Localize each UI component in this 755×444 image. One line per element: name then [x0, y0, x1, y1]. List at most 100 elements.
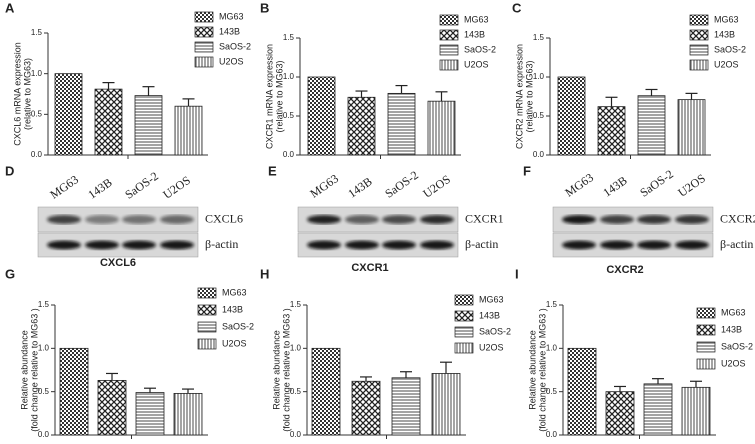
bar — [97, 379, 127, 436]
lane-label: U2OS — [160, 173, 193, 202]
bar — [637, 95, 666, 156]
bar — [173, 392, 203, 436]
bar — [135, 392, 165, 436]
legend-swatch — [689, 14, 709, 26]
lane-label: U2OS — [420, 172, 453, 201]
legend-swatch — [454, 294, 474, 306]
chart-title: CXCR2 — [606, 264, 643, 276]
panel-letter: B — [260, 0, 269, 15]
legend-swatch — [439, 29, 459, 41]
lane-label: 143B — [345, 174, 374, 200]
lane-label: MG63 — [47, 172, 81, 201]
lane-label: SaOS-2 — [637, 167, 676, 200]
legend-label: MG63 — [479, 294, 504, 304]
y-tick-label: 1.5 — [38, 300, 50, 309]
legend-label: 143B — [219, 26, 240, 36]
y-tick-label: 0.5 — [533, 111, 545, 120]
panel-letter: E — [268, 163, 277, 178]
band-label: CXCL6 — [205, 211, 243, 225]
band-label: CXCR2 — [720, 211, 755, 225]
y-tick-label: 0.5 — [38, 387, 50, 396]
legend-label: 143B — [479, 310, 500, 320]
error-bar — [690, 380, 702, 388]
y-tick-label: 1.5 — [290, 300, 302, 309]
error-bar — [605, 96, 618, 107]
y-tick-label: 0.0 — [31, 150, 43, 159]
y-axis-label: CXCR1 mRNA expression — [264, 44, 274, 149]
lane-label: 143B — [600, 173, 629, 199]
blot-band — [600, 215, 634, 224]
blot-band — [122, 240, 156, 250]
legend-swatch — [197, 304, 217, 316]
legend-swatch — [696, 358, 716, 370]
blot-band — [85, 240, 119, 250]
bar — [427, 100, 456, 156]
error-bar — [144, 387, 156, 393]
legend-label: U2OS — [721, 358, 746, 368]
legend-swatch — [194, 41, 214, 53]
legend-swatch — [194, 26, 214, 38]
blot-band — [47, 240, 81, 250]
blot-band — [307, 240, 341, 250]
bar — [567, 347, 597, 436]
bar — [387, 92, 416, 156]
y-axis-label: (fold change relative to MG63 ) — [29, 308, 39, 432]
y-axis-label: (fold change relative to MG63 ) — [537, 308, 547, 432]
lane-label: 143B — [85, 175, 114, 201]
error-bar — [685, 92, 698, 100]
legend-label: U2OS — [479, 342, 504, 352]
blot-band — [637, 215, 671, 224]
error-bar — [645, 88, 658, 96]
chart-title: CXCR1 — [351, 262, 388, 274]
bar — [307, 76, 336, 156]
legend-swatch — [197, 287, 217, 299]
y-tick-label: 1.0 — [546, 343, 558, 352]
blot-band — [600, 240, 634, 250]
legend-swatch — [689, 59, 709, 71]
y-tick-label: 1.5 — [31, 28, 43, 37]
panel-letter: D — [5, 163, 14, 178]
chart-title: CXCL6 — [100, 257, 136, 269]
legend-label: SaOS-2 — [714, 44, 746, 54]
blot-band — [420, 215, 454, 224]
band-label: β-actin — [205, 237, 238, 251]
legend-label: MG63 — [464, 14, 489, 24]
error-bar — [395, 84, 408, 94]
legend-swatch — [696, 324, 716, 336]
blot-band — [675, 215, 709, 224]
blot-band — [562, 215, 596, 224]
blot-band — [675, 240, 709, 250]
blot-band — [307, 215, 341, 224]
y-tick-label: 0.5 — [31, 109, 43, 118]
legend-swatch — [454, 310, 474, 322]
bar — [677, 99, 706, 156]
legend-label: U2OS — [714, 59, 739, 69]
error-bar — [355, 90, 368, 98]
y-tick-label: 0.0 — [290, 430, 302, 439]
error-bar — [614, 385, 626, 392]
panel-letter: I — [515, 266, 519, 281]
bar — [347, 96, 376, 156]
legend-swatch — [439, 14, 459, 26]
y-axis-label: (relative to MG63) — [22, 58, 32, 130]
y-axis-label: CXCR2 mRNA expression — [514, 44, 524, 149]
band-label: β-actin — [465, 237, 498, 251]
lane-label: MG63 — [307, 171, 341, 200]
bar — [94, 88, 123, 156]
blot-band — [382, 215, 416, 224]
legend-swatch — [194, 56, 214, 68]
blot-band — [637, 240, 671, 250]
blot-band — [160, 240, 194, 250]
y-tick-label: 0.5 — [290, 387, 302, 396]
legend-label: U2OS — [219, 56, 244, 66]
lane-label: U2OS — [675, 171, 708, 200]
bar — [311, 347, 341, 436]
error-bar — [142, 86, 155, 96]
lane-label: SaOS-2 — [122, 169, 161, 202]
y-axis-label: (relative to MG63) — [274, 60, 284, 132]
bar — [557, 76, 586, 156]
error-bar — [400, 371, 412, 378]
legend-swatch — [689, 44, 709, 56]
legend-label: 143B — [464, 29, 485, 39]
legend-label: U2OS — [464, 59, 489, 69]
